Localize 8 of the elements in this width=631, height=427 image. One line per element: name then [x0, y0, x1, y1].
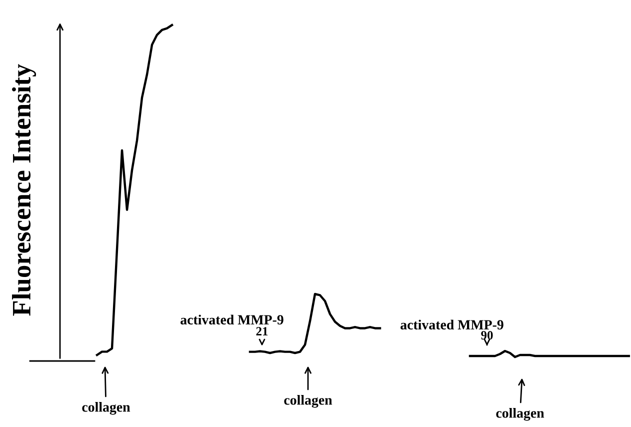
- text: 90: [481, 331, 493, 340]
- text: collagen: [82, 402, 130, 415]
- annotation: 21: [256, 327, 268, 336]
- annotation: activated MMP-9: [180, 314, 284, 324]
- text: collagen: [284, 395, 332, 408]
- text: activated MMP-9: [400, 320, 504, 330]
- text: collagen: [496, 408, 544, 421]
- y-axis-title: Fluorescence Intensity: [12, 64, 36, 316]
